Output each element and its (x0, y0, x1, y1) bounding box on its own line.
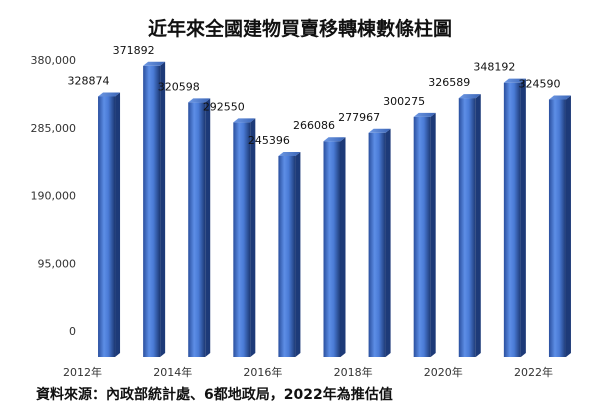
bar-top (98, 92, 121, 97)
bar (548, 95, 571, 357)
bar (188, 98, 211, 357)
bar (233, 118, 256, 357)
bar-face (188, 102, 206, 357)
y-tick-label: 380,000 (31, 54, 77, 67)
bar-side (520, 78, 526, 357)
data-label: 266086 (293, 119, 335, 132)
bar-face (323, 141, 341, 357)
bar-face (278, 155, 296, 357)
bar-top (143, 61, 166, 66)
bar-face (413, 116, 431, 358)
bar-top (323, 137, 346, 142)
data-label: 300275 (383, 95, 425, 108)
bar-top (188, 98, 211, 103)
x-tick-label: 2016年 (243, 365, 282, 379)
chart-title: 近年來全國建物買賣移轉棟數條柱圖 (147, 18, 452, 40)
bar-top (548, 95, 571, 100)
bar-side (295, 151, 301, 357)
bar-side (430, 112, 436, 358)
data-label: 277967 (338, 111, 380, 124)
x-axis: 2012年 2014年 2016年 2018年 2020年 2022年 (63, 365, 553, 379)
bar-side (115, 92, 121, 357)
bar-side (385, 128, 391, 357)
bar (413, 112, 436, 358)
data-label: 320598 (158, 80, 200, 93)
bar-side (475, 94, 481, 357)
bar-top (368, 128, 391, 133)
source-note: 資料來源：內政部統計處、6都地政局，2022年為推估值 (36, 387, 393, 403)
bar-face (548, 99, 566, 357)
bar-top (233, 118, 256, 123)
bar (323, 137, 346, 357)
x-tick-label: 2012年 (63, 365, 102, 379)
bar-side (160, 61, 166, 357)
bar-top (503, 78, 526, 83)
bar (278, 151, 301, 357)
bar-side (205, 98, 211, 357)
bar-top (458, 94, 481, 99)
bar-top (413, 112, 436, 117)
bar-face (98, 96, 116, 357)
y-tick-label: 95,000 (38, 257, 77, 270)
bar-side (250, 118, 256, 357)
bar (368, 128, 391, 357)
data-label: 328874 (68, 74, 110, 87)
bar (458, 94, 481, 357)
x-tick-label: 2018年 (334, 365, 373, 379)
x-tick-label: 2022年 (514, 365, 553, 379)
y-axis: 0 95,000 190,000 285,000 380,000 (31, 54, 77, 338)
bar-face (233, 122, 251, 357)
bar-face (503, 82, 521, 357)
data-label: 371892 (113, 44, 155, 57)
bar-side (565, 95, 571, 357)
data-label: 348192 (473, 61, 515, 74)
bar (143, 61, 166, 357)
x-tick-label: 2014年 (153, 365, 192, 379)
bar-side (340, 137, 346, 357)
data-label: 245396 (248, 134, 290, 147)
y-tick-label: 285,000 (31, 122, 77, 135)
y-tick-label: 190,000 (31, 190, 77, 203)
bars (98, 61, 571, 358)
data-label: 326589 (428, 76, 470, 89)
data-label: 292550 (203, 100, 245, 113)
bar-face (143, 65, 161, 357)
bar-face (368, 132, 386, 357)
data-label: 324590 (518, 78, 560, 91)
y-tick-label: 0 (69, 325, 76, 338)
bar (98, 92, 121, 357)
bar-top (278, 151, 301, 156)
bar (503, 78, 526, 357)
bar-face (458, 98, 476, 357)
x-tick-label: 2020年 (424, 365, 463, 379)
